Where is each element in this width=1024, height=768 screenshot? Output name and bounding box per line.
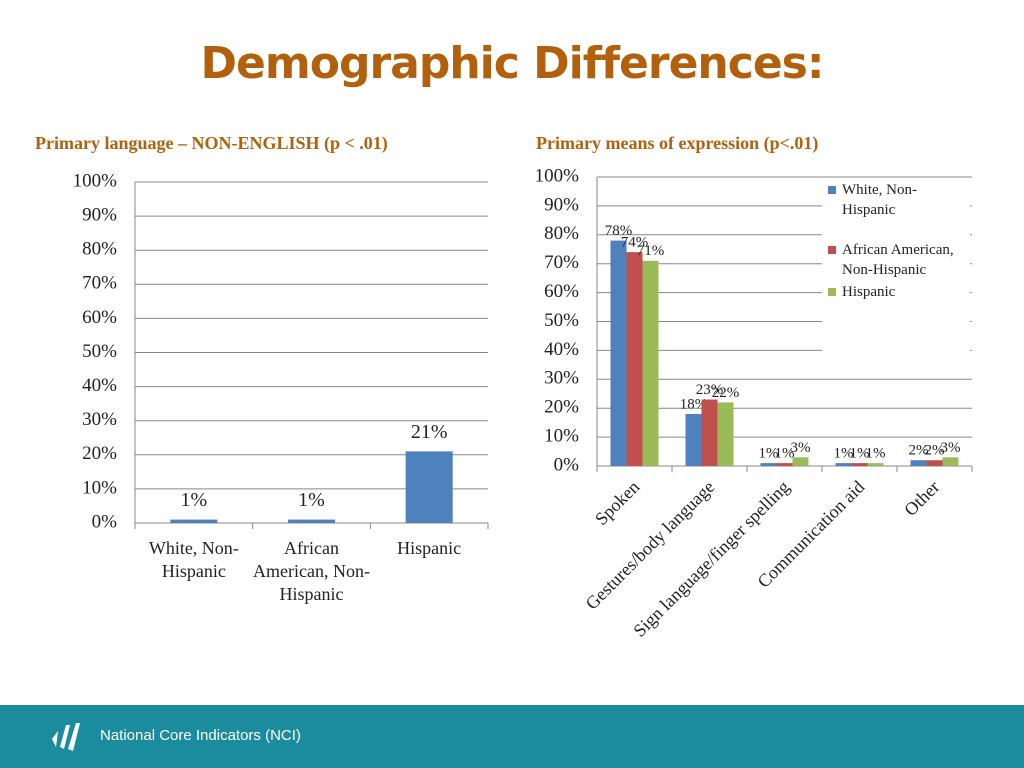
value-label: 1% [759,446,779,462]
y-tick-label: 0% [92,511,118,532]
footer-text: National Core Indicators (NCI) [100,727,301,744]
legend-box [822,179,970,354]
value-label: 21% [411,421,448,443]
y-tick-label: 40% [82,375,117,396]
x-tick-label: Spoken [591,477,643,529]
value-label: 1% [775,446,795,462]
bar [851,463,868,466]
legend-swatch [828,186,836,194]
y-tick-label: 90% [82,204,117,225]
chart-title: Primary language – NON-ENGLISH (p < .01) [35,133,388,154]
value-label: 1% [834,446,854,462]
x-tick-label: African American, Non-Hispanic [253,538,370,604]
value-label: 78% [605,223,633,239]
bar [776,463,793,466]
bar [405,451,453,523]
bar [642,260,659,466]
y-tick-label: 80% [82,239,117,260]
bar [717,402,734,466]
y-tick-label: 20% [82,443,117,464]
y-tick-label: 30% [82,409,117,430]
y-tick-label: 100% [535,165,580,186]
y-tick-label: 90% [544,194,579,215]
y-tick-label: 70% [82,273,117,294]
bar [610,240,627,466]
y-tick-label: 20% [544,397,579,418]
value-label: 18% [680,396,708,412]
bar [926,460,943,466]
x-tick-label: White, Non-Hispanic [148,538,239,581]
value-label: 1% [850,446,870,462]
y-tick-label: 10% [544,425,579,446]
x-tick-label: Hispanic [397,538,462,558]
value-label: 3% [791,440,811,456]
y-tick-label: 50% [544,310,579,331]
bar [685,413,702,466]
slide-title: Demographic Differences: [200,38,825,89]
bar [792,457,809,466]
legend-label: African American, Non-Hispanic [842,242,954,278]
bar [942,457,959,466]
x-tick-label: Other [900,477,943,520]
bar [760,463,777,466]
x-tick-label: Gestures/body language [582,477,719,614]
legend-swatch [828,288,836,296]
y-tick-label: 10% [82,477,117,498]
y-tick-label: 30% [544,368,579,389]
value-label: 1% [180,489,207,511]
y-tick-label: 70% [544,252,579,273]
value-label: 1% [298,489,325,511]
legend-label: Hispanic [842,284,896,300]
bar [910,460,927,466]
charts: Primary language – NON-ENGLISH (p < .01)… [35,133,973,641]
bar [287,519,336,523]
value-label: 23% [696,382,724,398]
logo [52,723,80,751]
value-label: 22% [712,385,740,401]
x-tick-label: Sign language/finger spelling [629,477,793,641]
value-label: 2% [925,443,945,459]
y-tick-label: 60% [544,281,579,302]
legend-label: White, Non-Hispanic [842,182,917,218]
footer: National Core Indicators (NCI) [0,705,1024,768]
bar [701,399,718,466]
bar [835,463,852,466]
legend-swatch [828,246,836,254]
chart-title: Primary means of expression (p<.01) [536,133,818,154]
value-label: 71% [637,243,665,259]
y-tick-label: 80% [544,223,579,244]
value-label: 2% [909,443,929,459]
bar [170,519,218,523]
value-label: 74% [621,235,649,251]
y-tick-label: 100% [73,170,118,191]
bar [867,463,884,466]
value-label: 3% [941,440,961,456]
value-label: 1% [866,446,886,462]
y-tick-label: 50% [82,341,117,362]
y-tick-label: 40% [544,339,579,360]
bar [626,252,643,466]
y-tick-label: 60% [82,307,117,328]
y-tick-label: 0% [554,454,580,475]
